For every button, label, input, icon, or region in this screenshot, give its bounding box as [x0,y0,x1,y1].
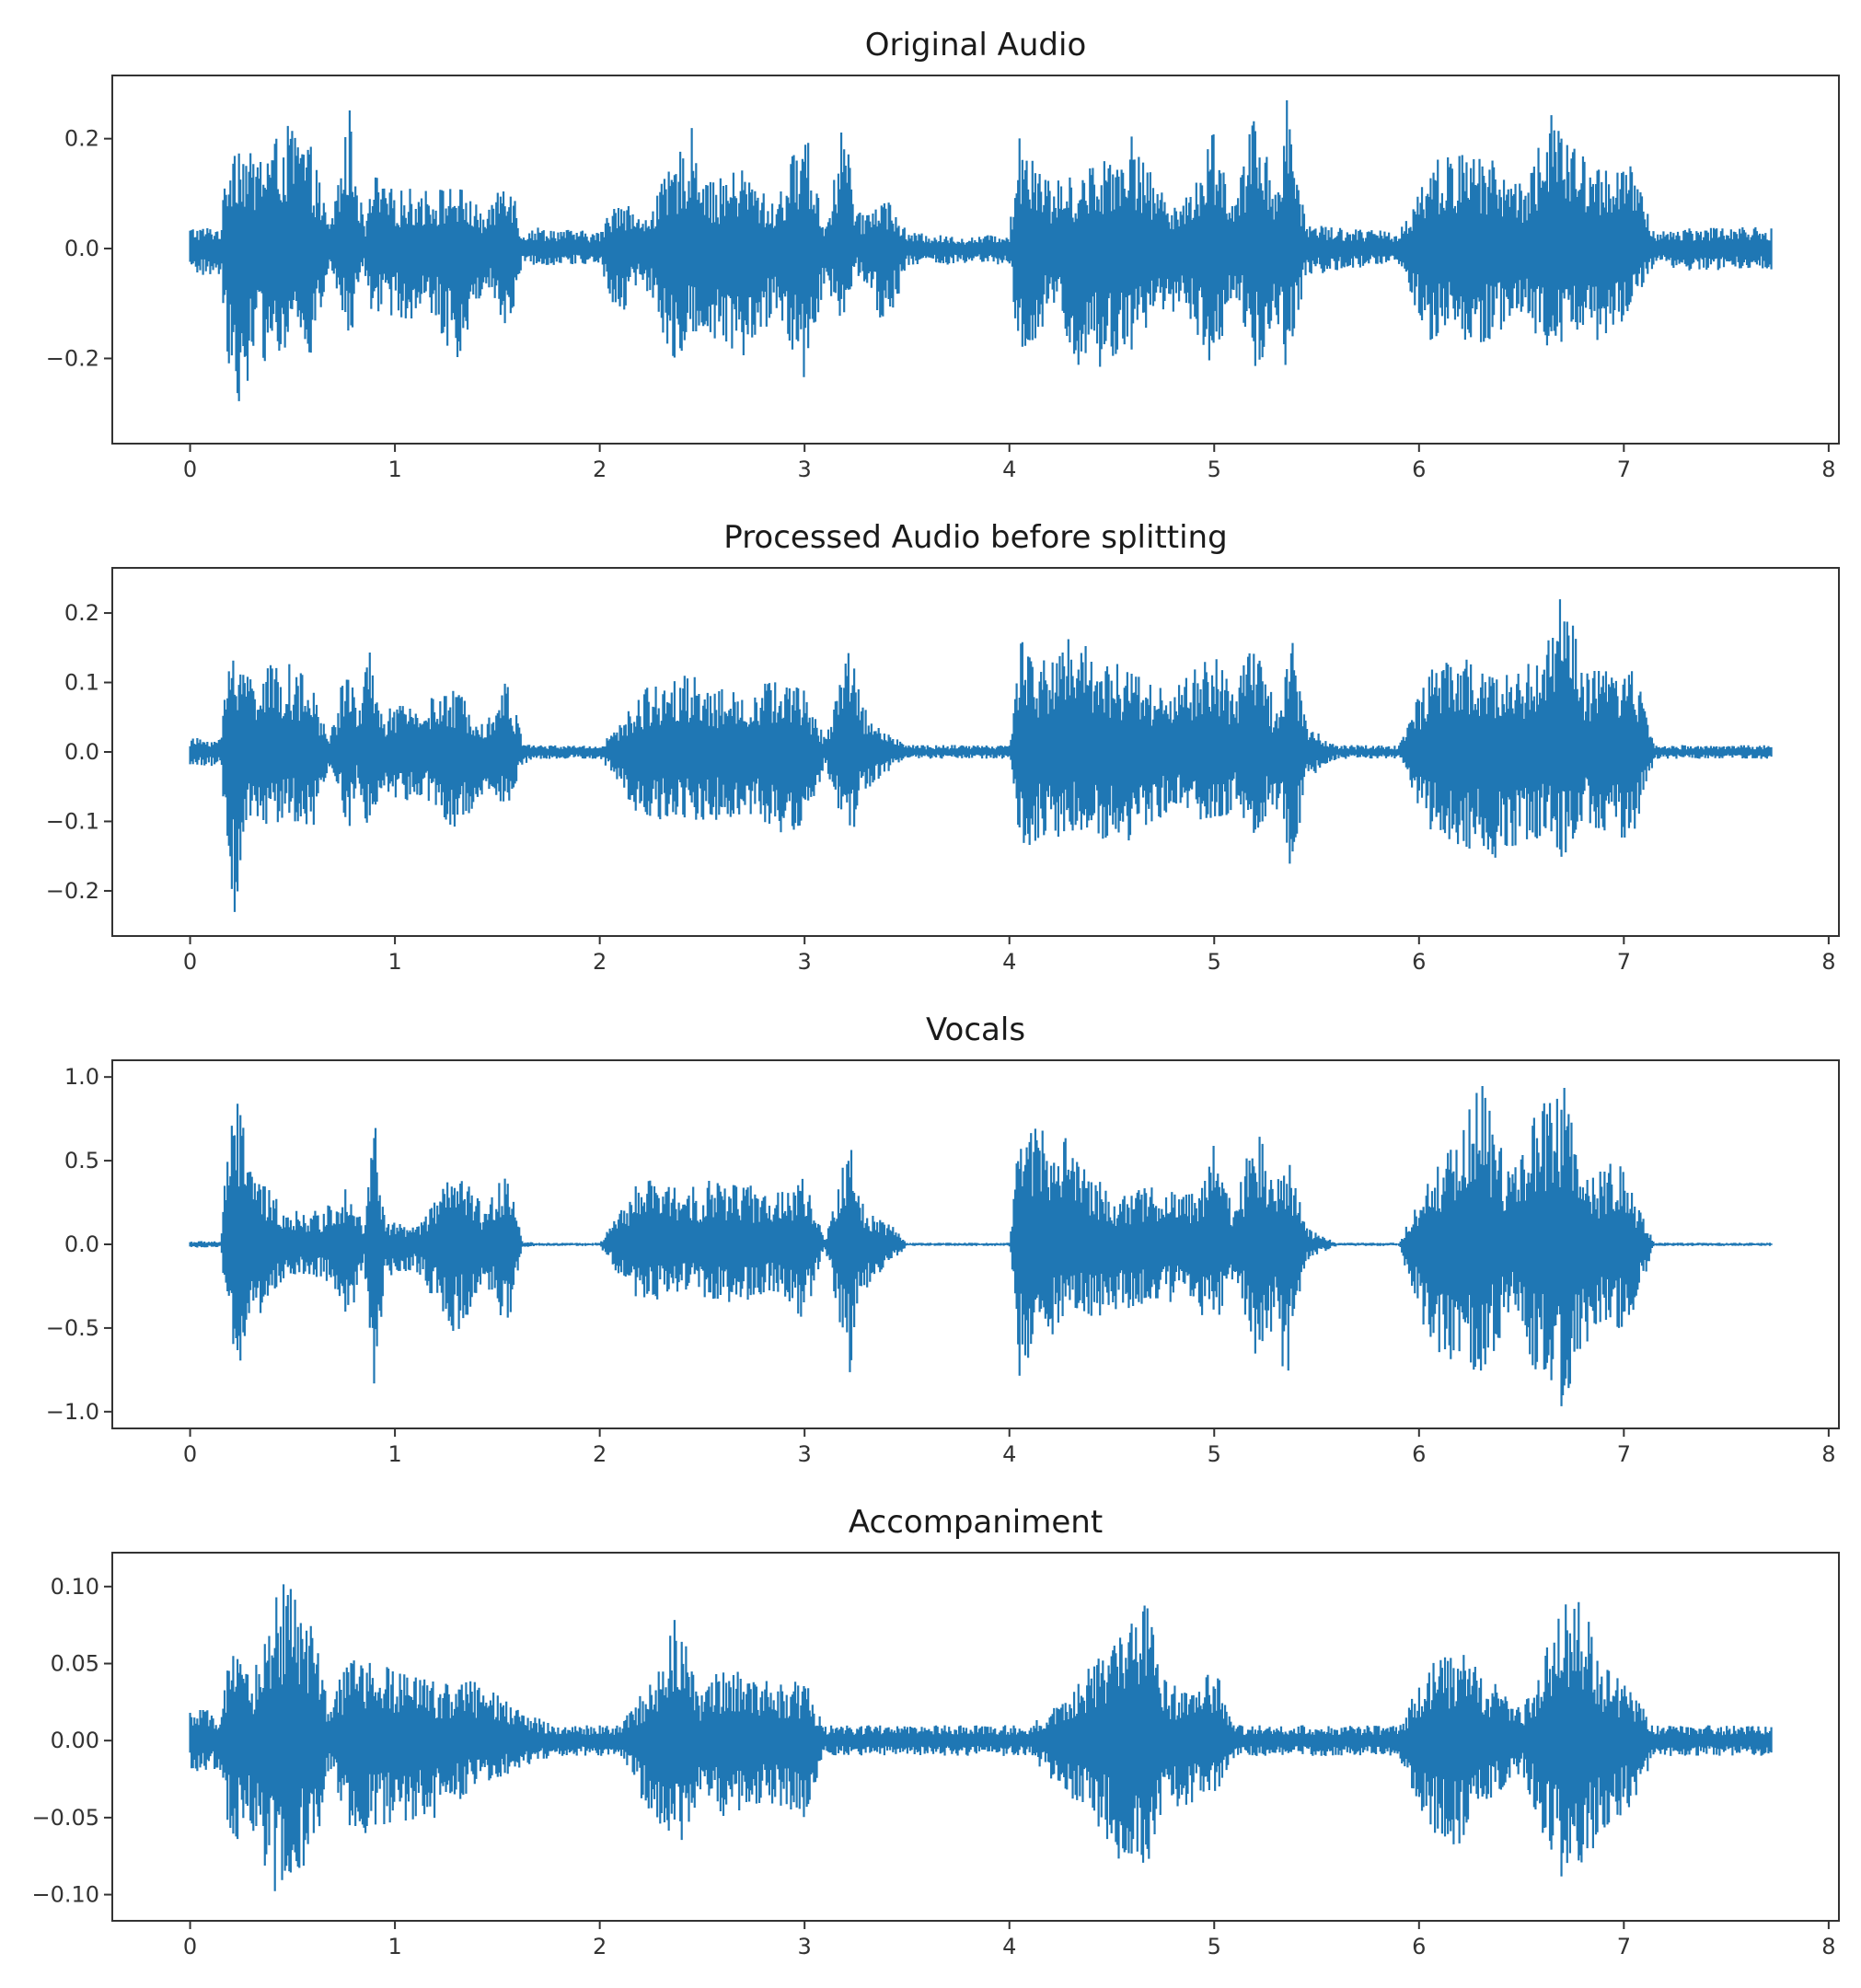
x-tick-label: 3 [798,457,812,482]
x-tick-label: 5 [1208,1934,1221,1959]
x-tick-label: 4 [1002,949,1016,975]
x-tick-label: 5 [1208,949,1221,975]
x-tick-label: 8 [1821,457,1835,482]
x-tick-label: 2 [593,1441,607,1467]
x-tick-label: 7 [1617,1934,1631,1959]
x-tick-label: 2 [593,1934,607,1959]
y-tick-label: 0.0 [64,739,99,765]
y-tick-label: 0.0 [64,236,99,261]
subplot-title: Vocals [926,1011,1025,1048]
y-tick-label: −0.2 [46,878,99,904]
y-tick-label: 0.1 [64,670,99,696]
y-tick-label: 0.0 [64,1231,99,1257]
x-tick-label: 6 [1412,457,1426,482]
subplot-title: Original Audio [865,27,1087,64]
x-tick-label: 0 [183,1441,197,1467]
subplot-title: Accompaniment [849,1504,1103,1541]
y-tick-label: 0.10 [51,1574,99,1600]
waveform-series [189,99,1773,401]
waveform-series [189,599,1773,912]
x-tick-label: 1 [387,1441,401,1467]
axes-frame [111,75,1840,445]
y-tick-label: 0.2 [64,600,99,626]
subplot-3: Vocals 0 1 2 3 4 5 6 7 8 1.0 0.5 0.0 −0.5 −1.0 [46,1011,1840,1467]
y-tick-label: −0.5 [46,1315,99,1341]
x-tick-label: 8 [1821,949,1835,975]
subplot-2: Processed Audio before splitting 0 1 2 3 4 5 6 7… [46,519,1840,975]
x-tick-label: 7 [1617,1441,1631,1467]
x-tick-label: 1 [387,949,401,975]
subplot-4: Accompaniment 0 1 2 3 4 5 6 7 8 0.10 0.05 0.00 −0.05 −… [31,1504,1840,1959]
x-tick-label: 5 [1208,457,1221,482]
x-tick-label: 6 [1412,1934,1426,1959]
x-tick-label: 1 [387,457,401,482]
y-tick-label: 0.5 [64,1148,99,1173]
x-tick-label: 3 [798,1934,812,1959]
y-tick-label: 1.0 [64,1064,99,1090]
y-tick-label: −1.0 [46,1399,99,1425]
y-tick-label: 0.05 [51,1651,99,1677]
x-tick-label: 0 [183,949,197,975]
x-tick-label: 7 [1617,949,1631,975]
subplot-title: Processed Audio before splitting [723,519,1227,556]
x-tick-label: 4 [1002,457,1016,482]
waveform-series [189,1584,1773,1891]
x-tick-label: 6 [1412,1441,1426,1467]
subplot-1: Original Audio 0 1 2 3 4 5 6 7 8 0.2 0.0 −0.2 [46,27,1840,482]
x-tick-label: 7 [1617,457,1631,482]
y-tick-label: −0.2 [46,345,99,371]
x-tick-label: 4 [1002,1934,1016,1959]
y-tick-label: −0.10 [31,1882,99,1908]
x-tick-label: 8 [1821,1934,1835,1959]
waveform-series [189,1086,1773,1406]
x-tick-label: 4 [1002,1441,1016,1467]
x-tick-label: 2 [593,457,607,482]
x-tick-label: 5 [1208,1441,1221,1467]
x-tick-label: 6 [1412,949,1426,975]
y-tick-label: −0.1 [46,808,99,834]
x-tick-label: 3 [798,949,812,975]
y-tick-label: 0.00 [51,1728,99,1753]
x-tick-label: 0 [183,1934,197,1959]
x-tick-label: 2 [593,949,607,975]
x-tick-label: 8 [1821,1441,1835,1467]
x-tick-label: 3 [798,1441,812,1467]
axes-frame [111,1552,1840,1922]
x-tick-label: 1 [387,1934,401,1959]
x-tick-label: 0 [183,457,197,482]
y-tick-label: −0.05 [31,1805,99,1831]
y-tick-label: 0.2 [64,126,99,152]
